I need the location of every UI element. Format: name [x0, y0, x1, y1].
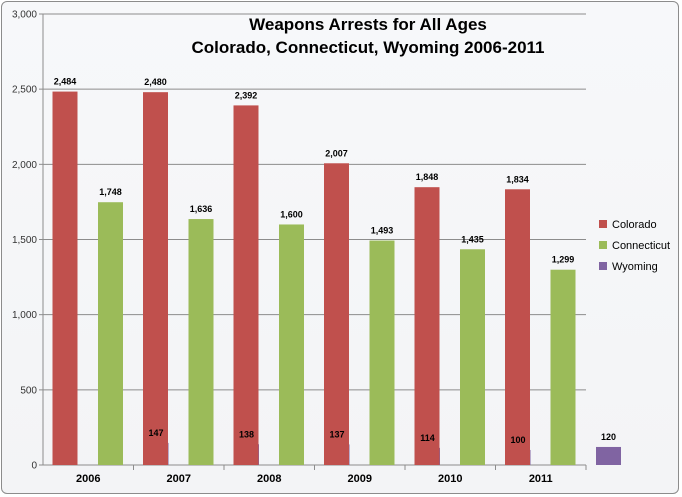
data-label-wyoming-2007: 138 [239, 429, 254, 439]
legend-label-connecticut: Connecticut [612, 240, 670, 252]
ytick-label-500: 500 [20, 385, 37, 396]
legend-swatch-wyoming [599, 262, 607, 270]
data-label-connecticut-2011: 1,299 [552, 255, 575, 265]
bar-colorado-2010 [414, 187, 440, 465]
xtick-label-2010: 2010 [438, 473, 462, 485]
legend-swatch-connecticut [599, 241, 607, 249]
data-label-connecticut-2010: 1,435 [461, 234, 484, 244]
data-label-colorado-2010: 1,848 [416, 172, 439, 182]
xtick-label-2006: 2006 [76, 473, 100, 485]
legend-swatch-colorado [599, 220, 607, 228]
ytick-label-2500: 2,500 [12, 85, 37, 96]
bar-colorado-2011 [505, 189, 530, 465]
data-label-colorado-2006: 2,484 [54, 77, 77, 87]
data-labels: 2,484 1,748 147 2,480 1,636 138 2,392 1,600 137 2… [54, 77, 616, 445]
bar-connecticut-2009 [369, 240, 395, 465]
xtick-label-2008: 2008 [257, 473, 281, 485]
ytick-label-3000: 3,000 [12, 10, 37, 21]
data-label-connecticut-2008: 1,600 [280, 209, 303, 219]
gridlines [43, 13, 586, 391]
xtick-label-2007: 2007 [167, 473, 191, 485]
ytick-label-1500: 1,500 [12, 235, 37, 246]
axes: 0 500 1,000 1,500 2,000 2,500 3,000 2006 2007 200… [12, 10, 587, 485]
data-label-wyoming-2010: 100 [510, 435, 525, 445]
legend: Colorado Connecticut Wyoming [599, 219, 670, 273]
bar-connecticut-2011 [550, 269, 576, 465]
xtick-label-2011: 2011 [529, 473, 553, 485]
data-label-colorado-2009: 2,007 [325, 148, 348, 158]
data-label-connecticut-2006: 1,748 [99, 187, 122, 197]
bars [52, 91, 621, 466]
data-label-wyoming-2009: 114 [420, 433, 435, 443]
data-label-wyoming-2008: 137 [329, 429, 344, 439]
xtick-label-2009: 2009 [348, 473, 372, 485]
data-label-colorado-2008: 2,392 [235, 90, 258, 100]
chart-subtitle: Colorado, Connecticut, Wyoming 2006-2011 [192, 38, 545, 57]
data-label-wyoming-2006: 147 [148, 428, 163, 438]
ytick-label-0: 0 [31, 461, 37, 472]
bar-colorado-2008 [233, 105, 259, 466]
data-label-wyoming-2011: 120 [601, 432, 616, 442]
data-label-colorado-2011: 1,834 [506, 174, 529, 184]
ytick-label-1000: 1,000 [12, 310, 37, 321]
legend-label-wyoming: Wyoming [612, 261, 658, 273]
bar-colorado-2009 [324, 163, 349, 465]
data-label-colorado-2007: 2,480 [144, 77, 167, 87]
bar-colorado-2006 [52, 91, 78, 466]
data-label-connecticut-2009: 1,493 [371, 226, 394, 236]
bar-connecticut-2006 [98, 202, 123, 465]
bar-connecticut-2008 [279, 224, 304, 465]
legend-label-colorado: Colorado [612, 219, 657, 231]
chart-title: Weapons Arrests for All Ages [249, 15, 487, 34]
bar-connecticut-2010 [460, 249, 485, 465]
data-label-connecticut-2007: 1,636 [190, 204, 213, 214]
bar-connecticut-2007 [188, 219, 214, 465]
ytick-label-2000: 2,000 [12, 160, 37, 171]
bar-colorado-2007 [143, 92, 168, 465]
bar-wyoming-2011 [596, 446, 621, 465]
